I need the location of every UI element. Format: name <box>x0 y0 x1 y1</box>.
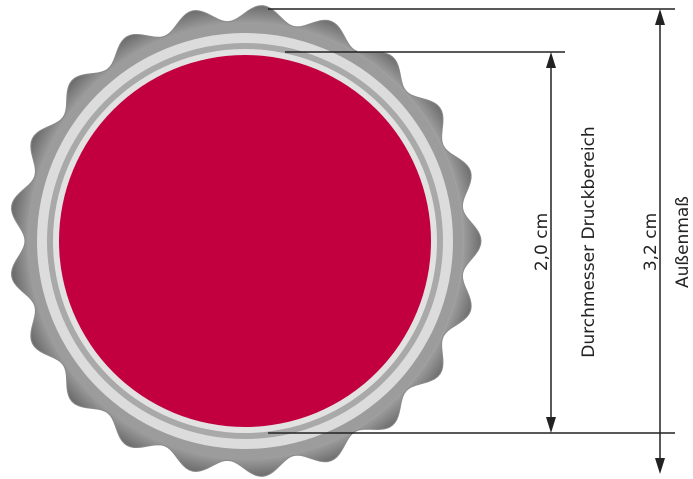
outer-dimension-label: Außenmaß <box>673 196 693 288</box>
inner-arrow-head-down <box>546 417 556 433</box>
outer-arrow-head-down <box>655 458 665 474</box>
outer-arrow-head-up <box>655 9 665 25</box>
inner-dimension-label: Durchmesser Druckbereich <box>579 126 599 357</box>
inner-dimension-value: 2,0 cm <box>532 213 552 271</box>
outer-dimension-value: 3,2 cm <box>641 213 661 271</box>
inner-arrow-head-up <box>546 52 556 68</box>
print-area-circle <box>59 55 431 427</box>
